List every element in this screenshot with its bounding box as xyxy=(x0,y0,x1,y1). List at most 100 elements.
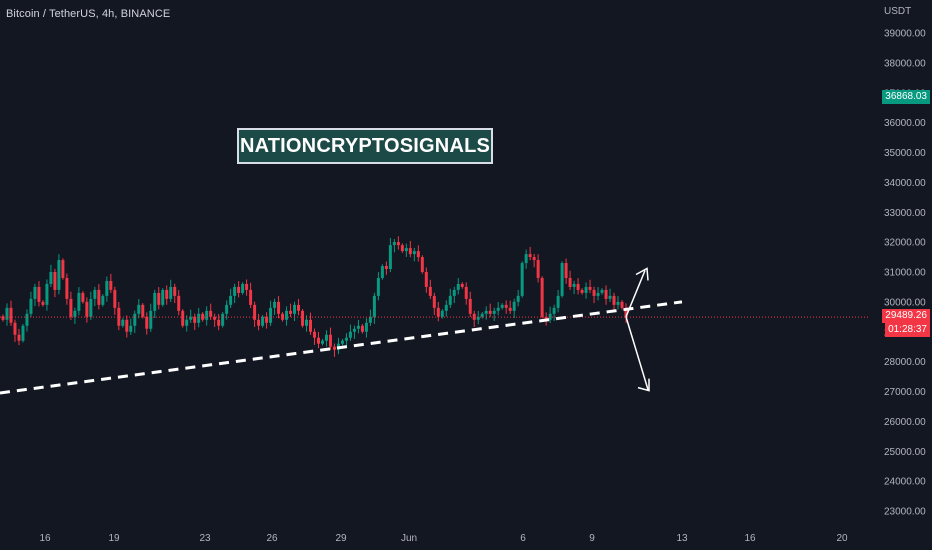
price-tick-label: 25000.00 xyxy=(884,447,926,458)
time-tick-label: 23 xyxy=(199,533,211,544)
candle-body xyxy=(221,313,225,326)
candle-body xyxy=(177,295,181,311)
candle-body xyxy=(592,289,596,296)
candle-body xyxy=(380,266,384,278)
candle-body xyxy=(121,319,125,326)
candle-body xyxy=(516,295,520,302)
candles-layer xyxy=(1,236,628,357)
candle-body xyxy=(428,286,432,296)
time-tick-label: 20 xyxy=(836,533,848,544)
candle-body xyxy=(25,313,29,326)
candle-body xyxy=(229,295,233,305)
candle-body xyxy=(368,316,372,323)
candle-body xyxy=(608,295,612,299)
candle-body xyxy=(261,316,265,326)
candle-body xyxy=(97,289,101,305)
candle-body xyxy=(45,283,49,305)
time-tick-label: 26 xyxy=(266,533,278,544)
candle-body xyxy=(500,304,504,308)
candle-body xyxy=(9,307,13,323)
price-tick-label: 36000.00 xyxy=(884,118,926,129)
candle-body xyxy=(277,301,281,314)
upper-price-tag: 36868.03 xyxy=(882,89,930,104)
time-tick-label: 29 xyxy=(335,533,347,544)
candle-body xyxy=(193,316,197,323)
candle-body xyxy=(89,298,93,317)
price-tick-label: 30000.00 xyxy=(884,297,926,308)
candle-body xyxy=(520,263,524,296)
candle-body xyxy=(332,346,336,350)
candle-body xyxy=(137,304,141,314)
price-tick-label: 27000.00 xyxy=(884,387,926,398)
candle-body xyxy=(65,277,69,299)
candle-body xyxy=(149,310,153,329)
candle-body xyxy=(492,310,496,314)
candle-body xyxy=(392,242,396,246)
time-axis[interactable]: 16 19 23 26 29 Jun 6 9 13 16 20 xyxy=(39,533,848,544)
candle-body xyxy=(408,248,412,255)
candle-body xyxy=(476,316,480,320)
candle-body xyxy=(384,266,388,270)
candle-body xyxy=(173,286,177,296)
price-tick-label: 31000.00 xyxy=(884,268,926,279)
price-tick-label: 33000.00 xyxy=(884,208,926,219)
candle-body xyxy=(105,280,109,296)
candle-body xyxy=(432,295,436,308)
time-tick-label: 9 xyxy=(589,533,595,544)
candle-body xyxy=(49,272,53,284)
candle-body xyxy=(420,257,424,272)
candle-body xyxy=(217,319,221,326)
candle-body xyxy=(297,304,301,311)
price-tick-label: 24000.00 xyxy=(884,477,926,488)
candle-body xyxy=(69,298,73,317)
symbol-title[interactable]: Bitcoin / TetherUS, 4h, BINANCE xyxy=(6,8,171,20)
candle-body xyxy=(404,248,408,252)
price-tick-label: 39000.00 xyxy=(884,29,926,40)
candle-body xyxy=(580,289,584,293)
trendline[interactable] xyxy=(0,300,683,395)
candle-body xyxy=(285,310,289,320)
candle-body xyxy=(125,319,129,332)
projection-arrows[interactable] xyxy=(625,267,650,392)
candle-body xyxy=(576,283,580,290)
candle-body xyxy=(548,313,552,320)
candle-body xyxy=(37,286,41,302)
candle-body xyxy=(197,313,201,323)
candle-body xyxy=(85,301,89,317)
current-price-tag: 29489.26 xyxy=(882,309,930,324)
candle-body xyxy=(77,292,81,311)
candle-body xyxy=(436,307,440,317)
price-axis[interactable]: 39000.0038000.0037000.0036000.0035000.00… xyxy=(884,29,926,518)
candle-body xyxy=(532,257,536,261)
candle-body xyxy=(496,307,500,311)
candle-body xyxy=(600,289,604,293)
candle-body xyxy=(444,304,448,311)
candle-body xyxy=(524,254,528,264)
candle-body xyxy=(41,301,45,305)
candle-body xyxy=(424,272,428,287)
time-tick-label: 16 xyxy=(744,533,756,544)
candle-body xyxy=(504,304,508,308)
candle-body xyxy=(301,310,305,326)
candle-body xyxy=(289,310,293,314)
candle-body xyxy=(372,295,376,317)
candle-body xyxy=(612,295,616,305)
candle-body xyxy=(528,254,532,258)
candle-body xyxy=(484,310,488,314)
candle-body xyxy=(129,325,133,332)
candle-body xyxy=(412,251,416,255)
candle-body xyxy=(165,289,169,299)
candle-body xyxy=(249,289,253,305)
time-tick-label: 13 xyxy=(676,533,688,544)
down-arrow-head xyxy=(637,378,650,392)
countdown-tag: 01:28:37 xyxy=(885,323,930,338)
candle-body xyxy=(113,289,117,308)
candle-body xyxy=(568,277,572,287)
candle-body xyxy=(233,286,237,296)
candle-body xyxy=(101,295,105,305)
candle-body xyxy=(560,263,564,296)
candle-body xyxy=(201,313,205,320)
time-tick-label: 19 xyxy=(108,533,120,544)
